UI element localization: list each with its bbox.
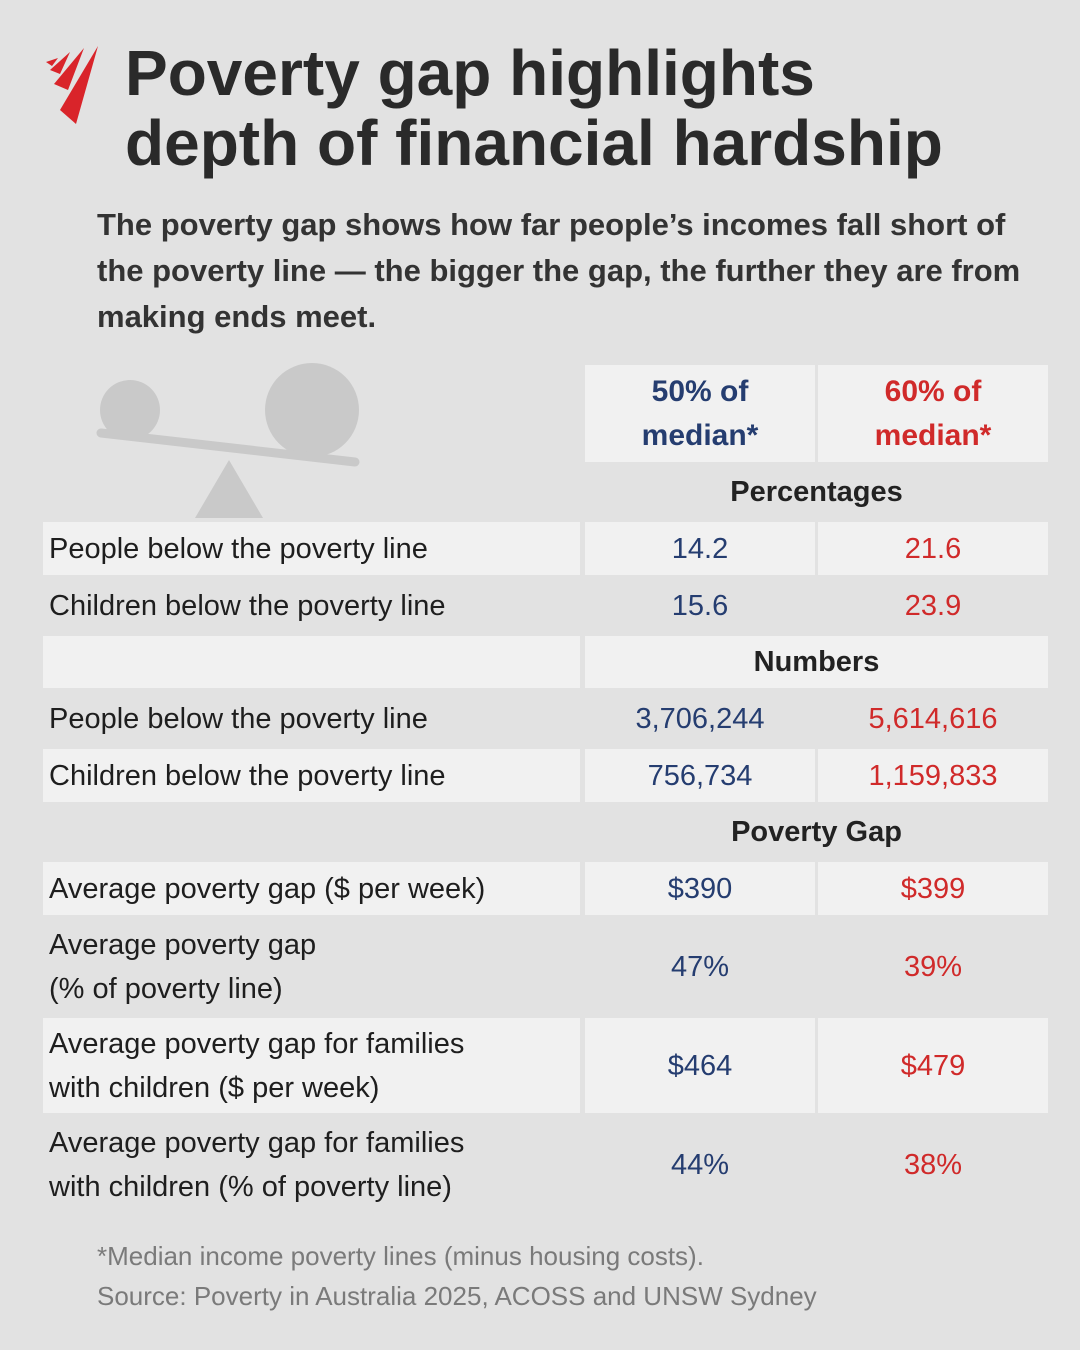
row-label: Children below the poverty line <box>43 749 580 802</box>
row-label: People below the poverty line <box>43 522 580 575</box>
cell-value-text: 23.9 <box>904 589 962 622</box>
row-label-line: Average poverty gap <box>49 928 317 961</box>
cell-value-text: 44% <box>670 1148 730 1181</box>
column-header-line: median* <box>874 418 992 452</box>
column-header-line: median* <box>641 418 759 452</box>
footnotes: *Median income poverty lines (minus hous… <box>97 1236 817 1316</box>
section-title-text: Poverty Gap <box>731 816 902 848</box>
cell-value: 47% <box>585 919 815 1014</box>
row-label: Average poverty gap (% of poverty line) <box>43 919 580 1014</box>
cell-value: 3,706,244 <box>585 692 815 745</box>
cell-value-text: 14.2 <box>671 532 729 565</box>
row-label-line: with children (% of poverty line) <box>49 1170 452 1203</box>
row-label-line: (% of poverty line) <box>49 972 283 1005</box>
seesaw-icon <box>96 363 360 518</box>
cell-value-text: 15.6 <box>671 589 729 622</box>
cell-value: 756,734 <box>585 749 815 802</box>
column-header: 60% of median* <box>818 365 1048 462</box>
row-label-line: Children below the poverty line <box>49 589 446 622</box>
section-title-text: Percentages <box>730 476 903 508</box>
cell-value-text: $399 <box>900 872 966 905</box>
row-label: People below the poverty line <box>43 692 580 745</box>
cell-value: 15.6 <box>585 579 815 632</box>
cell-value: 39% <box>818 919 1048 1014</box>
row-label: Average poverty gap for families with chi… <box>43 1117 580 1212</box>
cell-value-text: $390 <box>667 872 733 905</box>
cell-value-text: 47% <box>670 950 730 983</box>
cell-value-text: 21.6 <box>904 532 962 565</box>
row-label: Average poverty gap ($ per week) <box>43 862 580 915</box>
cell-value-text: 38% <box>903 1148 963 1181</box>
cell-value: $399 <box>818 862 1048 915</box>
section-title: Percentages <box>585 466 1048 518</box>
row-label: Children below the poverty line <box>43 579 580 632</box>
row-label-line: People below the poverty line <box>49 532 428 565</box>
cell-value: 1,159,833 <box>818 749 1048 802</box>
title: Poverty gap highlights depth of financial… <box>125 38 943 178</box>
cell-value: $390 <box>585 862 815 915</box>
footnote: *Median income poverty lines (minus hous… <box>97 1241 704 1271</box>
cell-value: 44% <box>585 1117 815 1212</box>
subtitle: The poverty gap shows how far people’s i… <box>97 207 1021 334</box>
cell-value: 21.6 <box>818 522 1048 575</box>
column-header-line: 50% of <box>651 374 749 408</box>
column-header-line: 60% of <box>884 374 982 408</box>
row-label-line: Average poverty gap ($ per week) <box>49 872 486 905</box>
row-label-line: with children ($ per week) <box>49 1071 380 1104</box>
cell-value-text: 5,614,616 <box>868 702 998 735</box>
cell-value-text: 39% <box>903 950 963 983</box>
section-title: Numbers <box>585 636 1048 688</box>
cell-value-text: 756,734 <box>647 759 753 792</box>
cell-value-text: 3,706,244 <box>635 702 765 735</box>
cell-value: 5,614,616 <box>818 692 1048 745</box>
cell-value-text: 1,159,833 <box>868 759 998 792</box>
logo <box>46 46 98 124</box>
row-label-line: Children below the poverty line <box>49 759 446 792</box>
title-line: Poverty gap highlights <box>125 37 815 109</box>
column-header: 50% of median* <box>585 365 815 462</box>
cell-value-text: $479 <box>900 1049 966 1082</box>
row-bg <box>43 636 580 688</box>
row-label-line: Average poverty gap for families <box>49 1027 465 1060</box>
title-line: depth of financial hardship <box>125 107 943 179</box>
cell-value: 38% <box>818 1117 1048 1212</box>
cell-value: $464 <box>585 1018 815 1113</box>
row-label-line: People below the poverty line <box>49 702 428 735</box>
cell-value: 23.9 <box>818 579 1048 632</box>
section-title-text: Numbers <box>753 646 880 678</box>
section-title: Poverty Gap <box>585 806 1048 858</box>
cell-value: 14.2 <box>585 522 815 575</box>
cell-value-text: $464 <box>667 1049 733 1082</box>
row-label-line: Average poverty gap for families <box>49 1126 465 1159</box>
footnote: Source: Poverty in Australia 2025, ACOSS… <box>97 1281 817 1311</box>
cell-value: $479 <box>818 1018 1048 1113</box>
row-label: Average poverty gap for families with chi… <box>43 1018 580 1113</box>
